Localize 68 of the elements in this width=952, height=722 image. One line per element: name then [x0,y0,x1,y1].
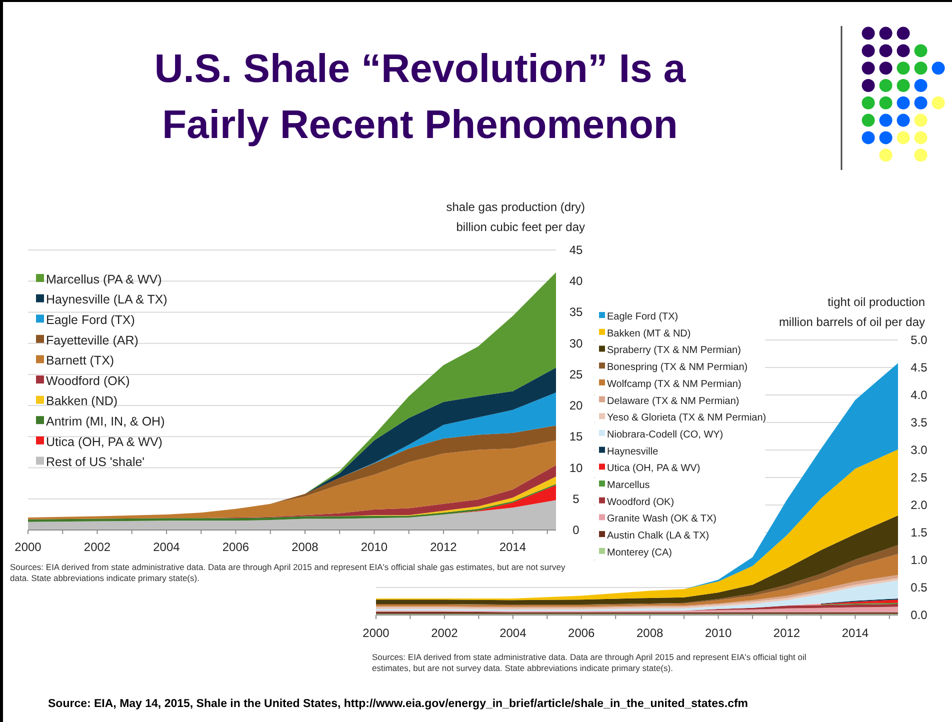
legend-label: Monterey (CA) [607,547,672,558]
source-note: Sources: EIA derived from state administrative data. Data are through April 2015 and represent EIA's official tight oil estimates, but are not survey data. State abbreviations indicate primary state(s). [372,652,806,673]
x-tick-label: 2004 [500,626,527,640]
legend-label: Spraberry (TX & NM Permian) [607,345,741,356]
y-tick-label: 15 [569,430,583,444]
source-note: Source: EIA, May 14, 2015, Shale in the United States, http://www.eia.gov/energy_in_brief/article/shale_in_the_united_states.cfm [48,698,748,710]
legend-label: Bakken (MT & ND) [607,328,691,340]
legend-label: Marcellus [607,480,650,491]
x-tick-label: 2004 [153,540,180,554]
legend-label: Barnett (TX) [46,354,114,368]
y-tick-label: 0 [572,523,580,537]
y-tick-label: 1.5 [910,526,928,540]
x-tick-label: 2008 [292,540,319,554]
legend-label: Marcellus (PA & WV) [46,272,162,286]
x-tick-label: 2006 [568,626,596,640]
legend-label: Delaware (TX & NM Permian) [607,396,740,407]
y-tick-label: 4.5 [910,360,928,374]
y-tick-label: 25 [569,367,583,382]
y-tick-label: 10 [569,460,583,475]
y-tick-label: 2.0 [910,498,928,512]
annotation: Sources: EIA derived from state administrative data. Data are through April 2015 and represent EIA's official shale gas estimates, but are not survey data. State abbreviations indicate primary state(s). [10,562,566,583]
legend-label: Utica (OH, PA & WV) [607,463,700,474]
y-tick-label: 5.0 [910,333,928,347]
legend-label: Austin Chalk (LA & TX) [607,530,710,542]
x-tick-label: 2000 [362,626,390,640]
x-tick-label: 2002 [431,626,458,640]
x-tick-label: 2014 [842,626,869,640]
y-tick-label: 45 [569,243,583,257]
x-tick-label: 2008 [636,626,664,640]
x-tick-label: 2010 [360,540,388,554]
legend-label: Granite Wash (OK & TX) [607,514,716,525]
legend-label: Haynesville [607,446,659,458]
legend-label: Fayetteville (AR) [46,333,138,348]
legend-label: Antrim (MI, IN, & OH) [46,414,165,428]
x-tick-label: 2006 [222,540,250,554]
legend-label: Eagle Ford (TX) [46,312,135,327]
y-tick-label: 5 [572,492,580,506]
chart-title: U.S. Shale “Revolution” Is a Fairly Recent Phenomenon [154,47,686,147]
x-tick-label: 2014 [499,540,526,554]
legend-label: Rest of US 'shale' [46,455,145,470]
y-tick-label: 30 [569,336,583,350]
legend-label: Utica (OH, PA & WV) [46,434,162,449]
y-tick-label: 3.0 [910,443,928,457]
y-tick-label: 0.5 [910,580,928,594]
y-tick-label: 40 [569,274,583,288]
legend-label: Haynesville (LA & TX) [46,292,168,307]
y-tick-label: 35 [569,305,583,320]
x-tick-label: 2010 [704,626,732,640]
y-axis-title: shale gas production (dry) billion cubic feet per day [446,200,585,234]
x-tick-label: 2012 [773,626,800,640]
x-tick-label: 2002 [84,540,111,554]
y-tick-label: 4.0 [910,388,928,402]
legend-label: Eagle Ford (TX) [607,312,678,322]
legend-label: Woodford (OK) [46,374,130,388]
legend-label: Bakken (ND) [46,394,118,408]
y-tick-label: 20 [569,398,583,413]
legend-label: Niobrara-Codell (CO, WY) [607,429,724,440]
x-tick-label: 2012 [430,540,458,554]
y-tick-label: 0.0 [910,608,928,622]
legend-label: Wolfcamp (TX & NM Permian) [607,378,742,390]
y-axis-title: tight oil production million barrels of oil per day [778,295,925,329]
y-tick-label: 3.5 [910,416,928,430]
y-tick-label: 2.5 [910,470,928,484]
y-tick-label: 1.0 [910,553,928,567]
legend-label: Woodford (OK) [607,496,674,508]
x-tick-label: 2000 [14,540,42,554]
legend-label: Bonespring (TX & NM Permian) [607,362,748,374]
legend-label: Yeso & Glorieta (TX & NM Permian) [607,412,766,424]
